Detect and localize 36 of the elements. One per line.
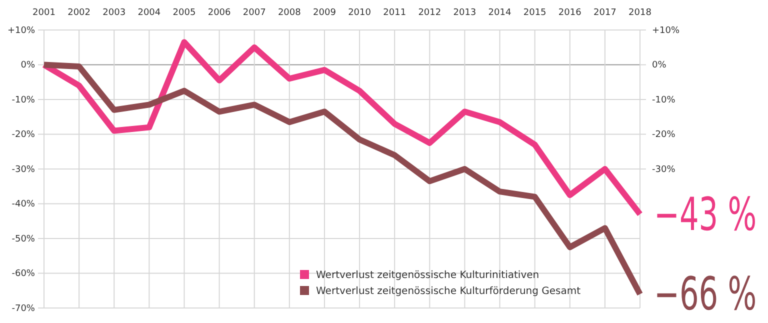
y2-tick-label: -20% (652, 130, 676, 140)
y-tick-label: 0% (20, 60, 36, 71)
x-tick-label: 2012 (418, 8, 442, 18)
x-tick-label: 2008 (278, 8, 302, 18)
y2-tick-label: 0% (652, 60, 667, 71)
x-tick-label: 2014 (488, 8, 512, 18)
y-tick-label: -10% (12, 95, 36, 106)
x-tick-label: 2001 (32, 8, 56, 18)
x-tick-label: 2009 (313, 8, 336, 18)
x-tick-label: 2015 (523, 8, 546, 18)
x-tick-label: 2007 (242, 8, 266, 18)
y-tick-label: -30% (12, 164, 36, 175)
annotation: −66 % (654, 268, 757, 322)
y-tick-label: -50% (12, 234, 36, 244)
y2-tick-label: +10% (652, 26, 680, 36)
x-tick-label: 2010 (348, 8, 372, 18)
x-tick-label: 2005 (172, 8, 196, 18)
x-tick-label: 2004 (138, 8, 161, 18)
x-tick-label: 2016 (558, 8, 582, 18)
y2-tick-label: -10% (652, 95, 676, 106)
y-tick-label: -40% (12, 200, 36, 210)
legend-label: Wertverlust zeitgenössische Kulturförderung Gesamt (316, 286, 581, 297)
x-tick-label: 2002 (68, 8, 91, 18)
x-tick-label: 2003 (102, 8, 126, 18)
legend-label: Wertverlust zeitgenössische Kulturinitiativen (316, 270, 540, 281)
x-tick-label: 2011 (383, 8, 406, 18)
x-tick-label: 2017 (593, 8, 616, 18)
x-tick-label: 2006 (208, 8, 232, 18)
x-tick-label: 2013 (453, 8, 476, 18)
y2-tick-label: -30% (652, 164, 676, 175)
y-tick-label: +10% (7, 26, 36, 36)
annotation: −43 % (654, 188, 757, 242)
y-tick-label: -70% (12, 304, 36, 314)
y-tick-label: -20% (12, 130, 36, 140)
x-tick-label: 2018 (628, 8, 652, 18)
y-tick-label: -60% (12, 269, 36, 280)
